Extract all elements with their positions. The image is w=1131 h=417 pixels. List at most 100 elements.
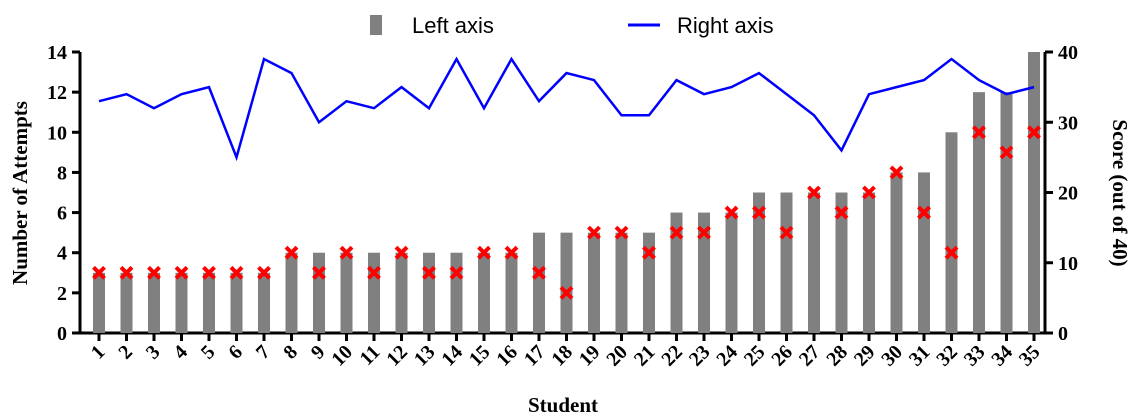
x-marker xyxy=(697,225,711,240)
x-tick-label: 14 xyxy=(437,341,467,371)
bar xyxy=(890,172,903,333)
x-tick-label: 9 xyxy=(307,341,330,364)
x-tick-label: 1 xyxy=(87,341,110,364)
x-tick-label: 32 xyxy=(932,341,962,371)
x-marker xyxy=(394,245,409,260)
x-marker xyxy=(1027,125,1041,140)
x-tick-label: 3 xyxy=(142,341,165,364)
x-marker xyxy=(752,205,766,220)
x-marker xyxy=(422,265,436,280)
x-marker xyxy=(367,265,381,280)
bar xyxy=(1028,52,1040,333)
x-tick-label: 19 xyxy=(575,341,605,371)
bar xyxy=(368,252,380,333)
x-marker xyxy=(642,245,656,260)
x-marker xyxy=(917,205,931,220)
marker-series xyxy=(92,125,1041,300)
x-marker xyxy=(257,265,271,280)
x-marker xyxy=(477,245,491,260)
bar xyxy=(258,272,270,333)
x-marker xyxy=(119,265,134,280)
x-tick-label: 26 xyxy=(767,341,797,371)
bar xyxy=(423,252,435,333)
x-tick-label: 6 xyxy=(224,341,247,364)
x-marker xyxy=(284,245,299,260)
bar xyxy=(863,192,875,333)
right-axis-title: Score (out of 40) xyxy=(1108,119,1131,266)
x-marker xyxy=(944,245,959,260)
left-tick-label: 14 xyxy=(47,42,67,64)
x-tick-label: 29 xyxy=(850,341,880,371)
x-tick-label: 27 xyxy=(795,341,825,371)
x-tick-label: 34 xyxy=(987,341,1017,371)
x-marker xyxy=(862,185,876,200)
bar xyxy=(973,92,985,334)
x-tick-label: 10 xyxy=(327,341,357,371)
x-tick-label: 18 xyxy=(547,341,577,371)
x-marker xyxy=(339,245,354,260)
x-axis-title: Student xyxy=(528,393,598,417)
x-marker xyxy=(972,125,986,140)
x-marker xyxy=(174,265,189,280)
right-tick-label: 40 xyxy=(1058,42,1078,64)
x-marker xyxy=(614,225,629,240)
x-tick-label: 28 xyxy=(822,341,852,371)
x-tick-label: 8 xyxy=(279,341,302,364)
left-tick-label: 6 xyxy=(57,203,67,225)
bar xyxy=(93,272,105,333)
x-marker xyxy=(807,185,821,200)
x-tick-label: 30 xyxy=(877,341,907,371)
left-tick-label: 10 xyxy=(47,122,67,144)
x-tick-label: 33 xyxy=(960,341,990,371)
right-tick-label: 30 xyxy=(1058,112,1078,134)
x-marker xyxy=(559,285,574,300)
left-tick-label: 2 xyxy=(57,283,67,305)
bar xyxy=(203,272,215,333)
bar xyxy=(478,252,490,333)
score-line xyxy=(98,56,1035,162)
x-marker xyxy=(669,225,684,240)
left-axis-ticks: 0 2 4 6 8 10 12 14 xyxy=(47,42,80,345)
bar xyxy=(725,212,738,333)
x-marker xyxy=(92,265,106,280)
bar xyxy=(753,192,765,333)
x-marker xyxy=(229,265,244,280)
x-tick-label: 4 xyxy=(169,341,192,364)
x-axis-ticks: 1 2 3 4 5 6 7 8 91011121314151617181920212223242… xyxy=(87,333,1045,371)
x-tick-label: 20 xyxy=(602,341,632,371)
right-axis-ticks: 0 10 20 30 40 xyxy=(1045,42,1078,345)
x-tick-label: 11 xyxy=(356,341,385,370)
x-tick-label: 2 xyxy=(114,341,137,364)
x-tick-label: 16 xyxy=(492,341,522,371)
x-tick-label: 24 xyxy=(712,341,742,371)
left-tick-label: 8 xyxy=(57,162,67,184)
x-marker xyxy=(312,265,326,280)
bar xyxy=(148,272,160,333)
x-tick-label: 21 xyxy=(630,341,660,371)
bar xyxy=(615,232,628,333)
bar xyxy=(670,212,683,333)
x-tick-label: 15 xyxy=(465,341,495,371)
bar xyxy=(780,192,793,333)
x-marker xyxy=(999,145,1014,160)
bar xyxy=(395,252,408,333)
x-marker xyxy=(147,265,161,280)
x-tick-label: 17 xyxy=(520,341,550,371)
left-tick-label: 0 xyxy=(57,323,67,345)
bar-series xyxy=(93,52,1040,334)
x-tick-label: 25 xyxy=(740,341,770,371)
x-tick-label: 12 xyxy=(382,341,412,371)
x-marker xyxy=(587,225,601,240)
x-marker xyxy=(889,165,904,180)
line-series xyxy=(98,56,1035,162)
bar xyxy=(835,192,848,333)
x-marker xyxy=(449,265,464,280)
bar xyxy=(560,232,573,333)
x-tick-label: 13 xyxy=(410,341,440,371)
x-tick-label: 7 xyxy=(252,341,275,364)
x-tick-label: 31 xyxy=(905,341,935,371)
bar xyxy=(945,132,958,333)
legend-label-right: Right axis xyxy=(677,13,774,38)
legend-label-left: Left axis xyxy=(412,13,494,38)
left-tick-label: 12 xyxy=(47,82,67,104)
